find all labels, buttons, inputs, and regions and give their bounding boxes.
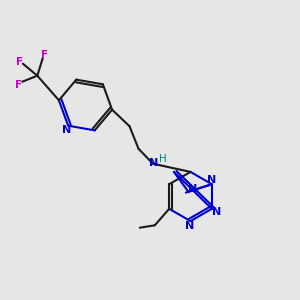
- Text: N: N: [212, 207, 221, 217]
- Text: F: F: [40, 50, 48, 60]
- Text: N: N: [207, 175, 216, 185]
- Text: N: N: [62, 125, 71, 135]
- Text: H: H: [159, 154, 167, 164]
- Text: F: F: [15, 80, 22, 90]
- Text: N: N: [188, 184, 197, 194]
- Text: N: N: [185, 221, 194, 231]
- Text: N: N: [149, 158, 159, 168]
- Text: F: F: [16, 57, 23, 67]
